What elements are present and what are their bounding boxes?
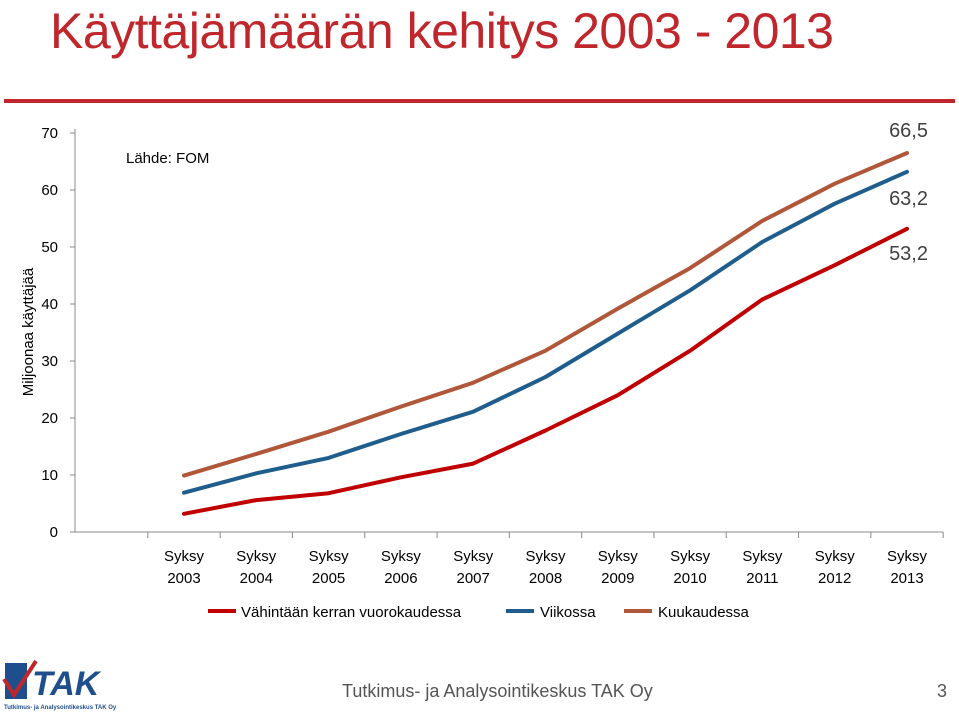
logo-check-icon (2, 659, 38, 699)
x-tick-label-line2: 2009 (601, 570, 634, 587)
y-tick-label: 70 (41, 125, 58, 142)
y-tick-label: 20 (41, 410, 58, 427)
x-tick-label-line1: Syksy (887, 548, 928, 565)
x-tick-label-line2: 2007 (457, 570, 490, 587)
x-tick-label-line1: Syksy (815, 548, 856, 565)
x-tick-label-line2: 2006 (384, 570, 417, 587)
x-tick-label-line2: 2010 (673, 570, 706, 587)
x-tick-label-line1: Syksy (236, 548, 277, 565)
x-tick-label-line1: Syksy (381, 548, 422, 565)
source-note: Lähde: FOM (126, 150, 209, 167)
title-rule (4, 99, 955, 103)
logo-text: TAK (32, 665, 102, 703)
y-tick-label: 30 (41, 353, 58, 370)
x-tick-label-line2: 2008 (529, 570, 562, 587)
y-tick-label: 50 (41, 239, 58, 256)
x-tick-label-line2: 2003 (167, 570, 200, 587)
legend-label: Kuukaudessa (658, 604, 750, 621)
x-tick-label-line1: Syksy (453, 548, 494, 565)
x-tick-label-line1: Syksy (525, 548, 566, 565)
footer-text: Tutkimus- ja Analysointikeskus TAK Oy (342, 681, 653, 701)
slide-title: Käyttäjämäärän kehitys 2003 - 2013 (50, 3, 834, 59)
y-tick-label: 60 (41, 182, 58, 199)
series-line (182, 226, 909, 516)
x-tick-label-line2: 2005 (312, 570, 345, 587)
logo-tagline: Tutkimus- ja Analysointikeskus TAK Oy (4, 705, 117, 711)
end-value-label: 53,2 (889, 243, 928, 265)
x-tick-label-line1: Syksy (598, 548, 639, 565)
legend-label: Viikossa (540, 604, 596, 621)
legend-label: Vähintään kerran vuorokaudessa (241, 604, 462, 621)
y-tick-label: 10 (41, 467, 58, 484)
x-tick-label-line1: Syksy (670, 548, 711, 565)
x-tick-label-line2: 2012 (818, 570, 851, 587)
series-line (182, 169, 909, 495)
series-line (182, 151, 909, 478)
x-tick-label-line1: Syksy (742, 548, 783, 565)
x-tick-label-line2: 2013 (890, 570, 923, 587)
x-tick-label-line1: Syksy (309, 548, 350, 565)
end-value-label: 66,5 (889, 120, 928, 142)
tak-logo: TAK Tutkimus- ja Analysointikeskus TAK O… (2, 659, 117, 711)
x-tick-label-line1: Syksy (164, 548, 205, 565)
y-axis-title: Miljoonaa käyttäjää (20, 267, 37, 396)
y-tick-label: 40 (41, 296, 58, 313)
page-number: 3 (937, 681, 948, 701)
x-tick-label-line2: 2011 (746, 570, 778, 587)
y-tick-label: 0 (50, 524, 58, 541)
end-value-label: 63,2 (889, 188, 928, 210)
x-tick-label-line2: 2004 (240, 570, 273, 587)
